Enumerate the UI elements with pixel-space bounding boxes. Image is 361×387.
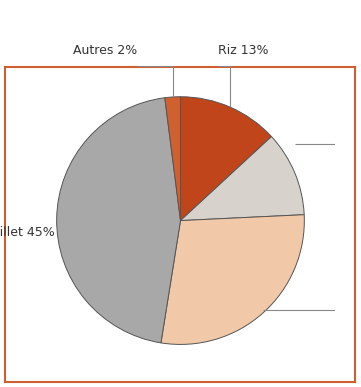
Wedge shape	[57, 98, 180, 343]
Text: Riz 13%: Riz 13%	[218, 44, 268, 57]
Text: 2008 - Production céréalière par produit: 2008 - Production céréalière par produit	[63, 21, 361, 37]
Text: Figure 4.: Figure 4.	[11, 21, 85, 36]
Wedge shape	[180, 97, 271, 221]
Text: Millet 45%: Millet 45%	[0, 226, 54, 240]
Wedge shape	[165, 97, 180, 221]
Wedge shape	[180, 137, 304, 221]
Text: Autres 2%: Autres 2%	[73, 44, 137, 57]
Wedge shape	[161, 215, 304, 344]
